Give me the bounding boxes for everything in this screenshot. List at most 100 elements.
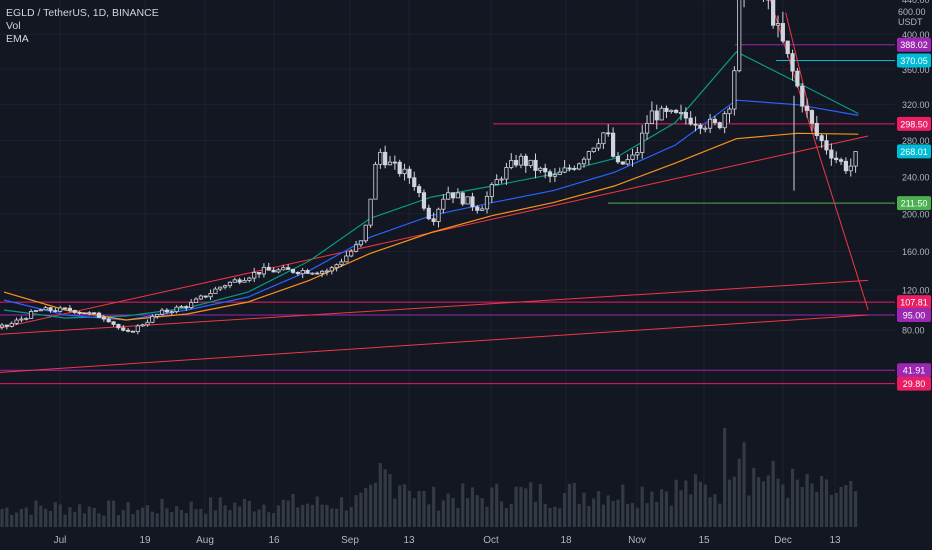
volume-bar [461, 483, 465, 527]
candle-body [116, 323, 121, 329]
volume-bar [616, 499, 620, 527]
candle-body [480, 208, 485, 211]
candle-body [92, 312, 97, 315]
volume-bar [267, 512, 271, 527]
candle-body [232, 279, 237, 283]
candle-body [683, 112, 688, 119]
volume-bar [388, 474, 392, 527]
candle-body [533, 159, 538, 171]
candle-body [189, 302, 194, 309]
volume-bar [339, 497, 344, 527]
volume-bar [810, 483, 814, 527]
candle-body [538, 167, 543, 171]
indicator-vol-label[interactable]: Vol [6, 20, 21, 32]
candle-body [732, 70, 737, 110]
volume-bar [63, 514, 67, 527]
candle-body [198, 295, 203, 300]
volume-bar [456, 507, 460, 527]
candle-body [708, 118, 713, 129]
candle-body [315, 272, 320, 275]
volume-bar [257, 509, 261, 527]
volume-bar [446, 493, 450, 527]
candle-body [518, 155, 524, 166]
trendline [0, 279, 869, 335]
ema-line [3, 99, 859, 321]
volume-bar [262, 504, 266, 527]
candle-body [130, 330, 136, 333]
candle-body [446, 192, 451, 200]
candle-body [421, 192, 427, 209]
candle-body [310, 272, 315, 275]
candle-body [368, 198, 373, 226]
volume-bar [441, 500, 445, 527]
volume-bar [766, 475, 770, 527]
volume-bar [393, 498, 397, 527]
time-tick-label: Oct [483, 535, 499, 546]
volume-bar [732, 476, 736, 527]
candle-body [407, 168, 412, 179]
candle-body [790, 53, 795, 72]
symbol-title[interactable]: EGLD / TetherUS, 1D, BINANCE [6, 7, 159, 19]
price-tags: 388.02 370.05 298.50 211.50 107.81 95.00 41.91… [897, 37, 931, 391]
volume-bar [218, 497, 222, 527]
candle-body [222, 285, 228, 288]
volume-bar [592, 498, 596, 527]
volume-bar [451, 497, 455, 527]
time-tick-label: Nov [628, 535, 646, 546]
candle-body [353, 244, 359, 252]
candle-body [460, 192, 465, 205]
volume-bar [242, 498, 247, 527]
candle-body [96, 312, 102, 318]
price-tag-label: 268.01 [900, 147, 928, 157]
indicator-ema-label[interactable]: EMA [6, 33, 29, 45]
candle-body [620, 161, 625, 165]
candle-body [843, 160, 849, 172]
candle-body [334, 264, 339, 269]
volume-bar [795, 479, 799, 527]
candle-body [785, 40, 790, 55]
volume-bar [189, 501, 193, 527]
candle-body [305, 270, 310, 274]
volume-bar [73, 511, 77, 527]
candle-body [150, 315, 155, 323]
candle-body [247, 277, 252, 281]
candle-body [155, 313, 160, 317]
candle-body [572, 167, 577, 170]
volume-bar [107, 500, 111, 527]
candle-body [106, 318, 111, 323]
candle-body [659, 107, 664, 121]
volume-bar [563, 492, 567, 527]
volume-bar [655, 501, 659, 527]
volume-bar [126, 501, 130, 527]
volume-bar [238, 506, 242, 527]
candle-body [431, 218, 436, 222]
candle-body [256, 272, 262, 275]
volume-bar [650, 491, 654, 527]
volume-bar [509, 503, 513, 527]
volume-bar [179, 510, 184, 527]
candle-body [252, 272, 257, 279]
volume-bar [660, 489, 664, 527]
price-currency: USDT [898, 17, 923, 27]
candle-body [184, 306, 189, 309]
price-tick-label: 280.00 [902, 136, 930, 146]
volume-bar [39, 505, 43, 527]
candle-body [261, 266, 267, 275]
volume-bar [548, 508, 552, 527]
price-tag-label: 298.50 [900, 119, 928, 129]
volume-bar [325, 504, 329, 527]
volume-bar [776, 478, 780, 527]
price-axis-bg[interactable] [895, 0, 932, 550]
time-axis[interactable]: Jul 19 Aug 16 Sep 13 Oct 18 Nov 15 Dec 13 [54, 535, 841, 546]
candle-body [775, 23, 781, 26]
price-axis[interactable]: 560.00520.00480.00440.00400.00360.00320.… [902, 0, 930, 336]
candle-body [140, 324, 145, 327]
volume-bar [320, 504, 324, 527]
volume-bar [596, 491, 601, 527]
volume-bar [771, 460, 775, 527]
volume-bar [558, 508, 562, 527]
candle-body [14, 319, 19, 324]
candle-body [644, 122, 650, 134]
candle-body [528, 159, 533, 166]
